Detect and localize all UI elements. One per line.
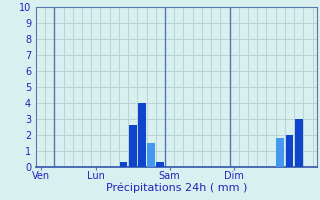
Bar (295, 119, 303, 167)
Bar (138, 103, 146, 167)
Bar (120, 162, 127, 167)
X-axis label: Précipitations 24h ( mm ): Précipitations 24h ( mm ) (106, 183, 247, 193)
Bar (129, 125, 137, 167)
Bar (286, 135, 293, 167)
Bar (147, 143, 155, 167)
Bar (276, 138, 284, 167)
Bar (156, 162, 164, 167)
